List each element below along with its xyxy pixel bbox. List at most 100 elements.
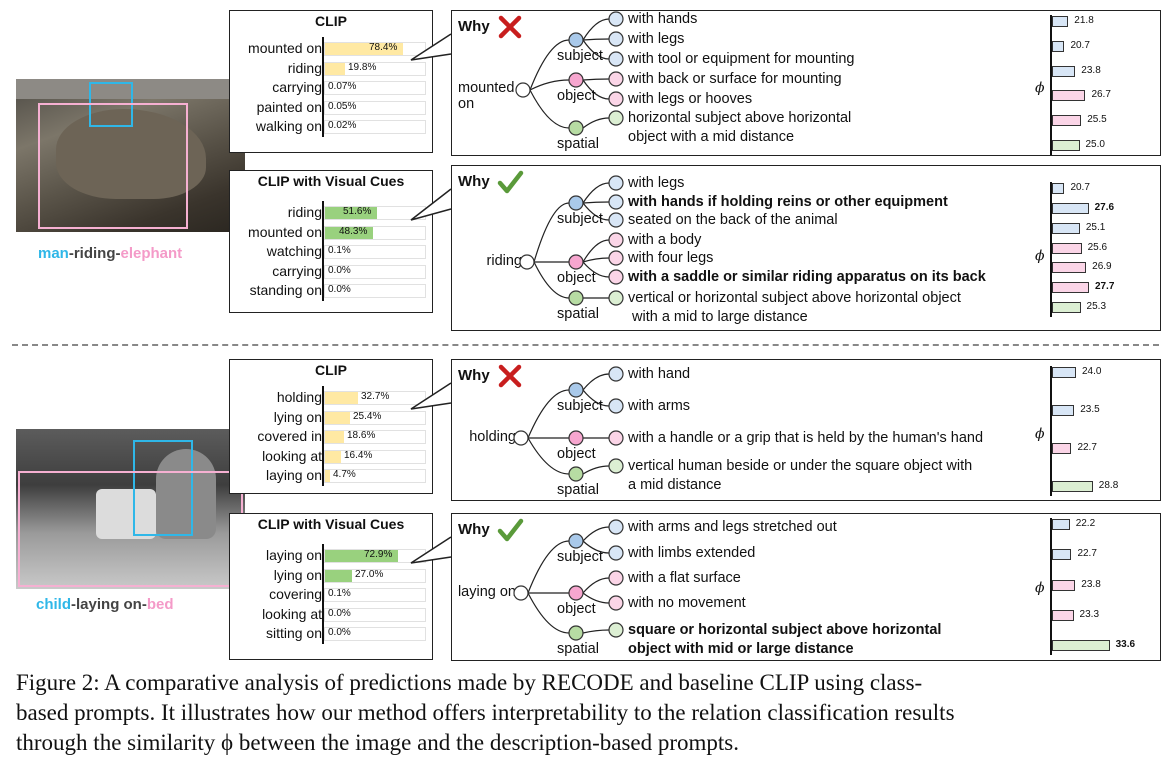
description-node — [608, 11, 624, 27]
description-line: a mid distance — [628, 477, 722, 493]
description-text: with back or surface for mounting — [628, 70, 842, 89]
description-line: vertical human beside or under the squar… — [628, 458, 973, 474]
description-text: with arms — [628, 397, 690, 416]
prediction-label: painted on — [256, 98, 322, 115]
object-label: object — [557, 270, 596, 286]
description-line: with legs — [628, 31, 685, 47]
callout-pointer-shape — [410, 382, 452, 410]
description-line: with hands if holding reins or other equ… — [628, 194, 948, 210]
panel-title: CLIP — [315, 13, 347, 29]
tree-edge — [527, 437, 570, 475]
description-line: object with mid or large distance — [628, 641, 854, 657]
spatial-node — [568, 625, 584, 641]
pred-axis — [322, 544, 324, 644]
description-line: with a saddle or similar riding apparatu… — [628, 269, 986, 285]
phi-value: 25.6 — [1087, 241, 1108, 253]
description-line: with limbs extended — [628, 545, 756, 561]
prediction-value: 25.4% — [353, 410, 382, 422]
prediction-label: standing on — [249, 282, 322, 298]
phi-value: 20.7 — [1070, 182, 1090, 193]
prediction-value: 4.7% — [333, 469, 356, 480]
relation-root-node — [513, 585, 529, 601]
relation-label-line: holding — [469, 429, 516, 445]
relation-label-line: laying on — [457, 584, 516, 600]
phi-value: 23.8 — [1081, 64, 1101, 76]
description-text: with no movement — [628, 594, 746, 613]
elephant-photo — [16, 79, 245, 232]
panel-title: CLIP with Visual Cues — [257, 516, 405, 532]
description-line: with arms and legs stretched out — [628, 519, 837, 535]
description-text: with hands — [628, 10, 697, 29]
description-line: object with a mid distance — [628, 129, 795, 145]
prediction-label: looking at — [262, 605, 322, 622]
prediction-value: 51.6% — [343, 206, 372, 217]
object-node — [568, 430, 584, 446]
callout-pointer-shape — [410, 33, 452, 61]
tree-edge — [527, 592, 570, 634]
description-text: horizontal subject above horizontal objec… — [628, 109, 851, 147]
prediction-row: standing on 0.0% — [230, 281, 432, 301]
description-text: with a saddle or similar riding apparatu… — [628, 268, 986, 287]
prediction-label: carrying — [272, 262, 322, 279]
prediction-track: 4.7% — [324, 469, 426, 483]
description-text: with legs — [628, 30, 684, 49]
description-text: with four legs — [628, 249, 713, 268]
spatial-node — [568, 466, 584, 482]
prediction-row: walking on 0.02% — [230, 117, 432, 137]
description-text: vertical or horizontal subject above hor… — [628, 289, 961, 327]
prediction-value: 0.1% — [328, 245, 351, 256]
cross-icon — [498, 15, 522, 39]
prediction-bar — [325, 62, 345, 75]
tree-edge — [582, 38, 610, 41]
phi-bar — [1052, 202, 1089, 214]
clip-visual-cues-panel: CLIP with Visual Cues laying on 72.9% lying… — [229, 513, 433, 660]
tree-edge — [582, 526, 610, 542]
tree-edge — [533, 261, 570, 299]
description-line: vertical or horizontal subject above hor… — [628, 290, 961, 306]
phi-value: 27.6 — [1094, 201, 1115, 213]
prediction-track: 0.05% — [324, 100, 426, 115]
description-node — [608, 212, 624, 228]
description-text: with a body — [628, 231, 701, 250]
description-line: with back or surface for mounting — [628, 71, 842, 87]
prediction-label: covered in — [257, 428, 322, 444]
prediction-bar — [325, 470, 330, 482]
phi-value: 27.7 — [1094, 281, 1115, 293]
tree-edge — [582, 78, 610, 81]
section-divider — [12, 344, 1159, 346]
tree-edge — [582, 629, 610, 634]
tree-edge — [582, 465, 610, 475]
prediction-row: watching 0.1% — [230, 242, 432, 262]
description-node — [608, 290, 624, 306]
description-node — [608, 31, 624, 47]
why-label: Why — [458, 367, 490, 384]
description-node — [608, 519, 624, 535]
caption-line: Figure 2: A comparative analysis of pred… — [16, 670, 923, 695]
description-node — [608, 175, 624, 191]
description-node — [608, 458, 624, 474]
prediction-row: covering 0.1% — [230, 585, 432, 605]
description-line: with a body — [628, 232, 702, 248]
prediction-track: 18.6% — [324, 430, 426, 444]
prediction-value: 72.9% — [364, 549, 393, 560]
prediction-row: carrying 0.0% — [230, 262, 432, 282]
phi-value: 22.7 — [1077, 548, 1097, 560]
tree-edge — [582, 389, 610, 407]
description-text: with tool or equipment for mounting — [628, 50, 855, 69]
tree-edge — [582, 592, 610, 604]
prediction-value: 0.0% — [328, 284, 351, 295]
prediction-row: looking at 16.4% — [230, 447, 432, 467]
prediction-label: mounted on — [248, 223, 322, 240]
description-text: with arms and legs stretched out — [628, 518, 837, 537]
description-line: with a mid to large distance — [628, 309, 808, 325]
phi-axis — [1050, 518, 1052, 655]
tree-edge — [582, 540, 610, 554]
phi-symbol: ϕ — [1035, 426, 1045, 442]
description-line: square or horizontal subject above horiz… — [628, 622, 942, 638]
prediction-track: 0.1% — [324, 245, 426, 259]
prediction-label: sitting on — [265, 625, 322, 641]
